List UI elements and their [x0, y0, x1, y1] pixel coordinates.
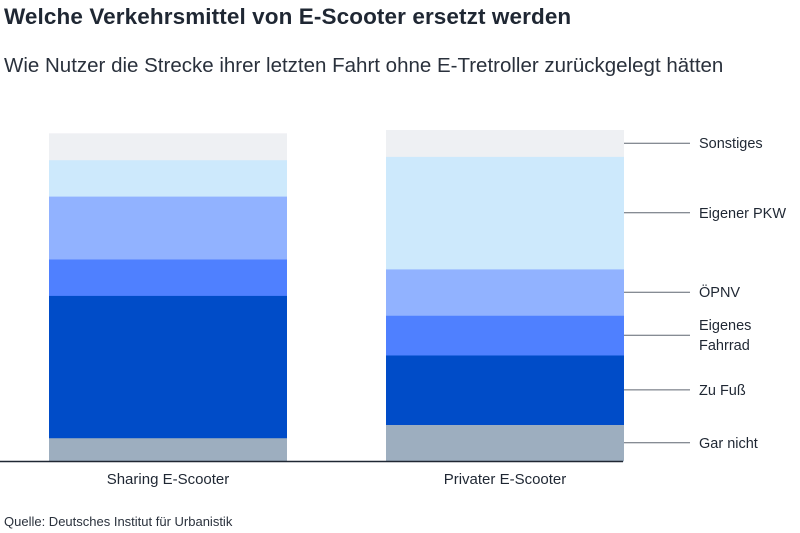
bar-segment-privater-e-scooter-gar-nicht [386, 424, 624, 462]
legend-label-eigenes-fahrrad-line-1: Eigenes [699, 318, 751, 334]
bar-segment-privater-e-scooter-oepnv [386, 269, 624, 316]
legend-label-zu-fuss: Zu Fuß [699, 383, 746, 399]
chart-title: Welche Verkehrsmittel von E-Scooter erse… [4, 4, 572, 29]
legend-label-gar-nicht: Gar nicht [699, 436, 758, 452]
bar-segment-sharing-e-scooter-gar-nicht [49, 437, 287, 462]
legend-label-eigenes-fahrrad-line-2: Fahrrad [699, 338, 750, 354]
bar-segment-sharing-e-scooter-eigener-pkw [49, 159, 287, 197]
bar-segment-privater-e-scooter-eigenes-fahrrad [386, 315, 624, 356]
chart-subtitle: Wie Nutzer die Strecke ihrer letzten Fah… [4, 54, 724, 77]
x-tick-label-privater-e-scooter: Privater E-Scooter [444, 471, 567, 488]
source-note: Quelle: Deutsches Institut für Urbanisti… [4, 514, 233, 529]
legend-label-oepnv: ÖPNV [699, 283, 740, 301]
bar-segment-sharing-e-scooter-sonstiges [49, 133, 287, 161]
bar-segment-sharing-e-scooter-eigenes-fahrrad [49, 259, 287, 296]
x-tick-label-sharing-e-scooter: Sharing E-Scooter [107, 471, 230, 488]
bar-segment-privater-e-scooter-eigener-pkw [386, 156, 624, 270]
legend-label-eigener-pkw: Eigener PKW [699, 206, 786, 222]
legend-label-sonstiges: Sonstiges [699, 136, 763, 152]
bar-segment-privater-e-scooter-sonstiges [386, 130, 624, 157]
bar-segment-privater-e-scooter-zu-fuss [386, 355, 624, 425]
bar-segment-sharing-e-scooter-zu-fuss [49, 295, 287, 439]
bar-segment-sharing-e-scooter-oepnv [49, 196, 287, 260]
